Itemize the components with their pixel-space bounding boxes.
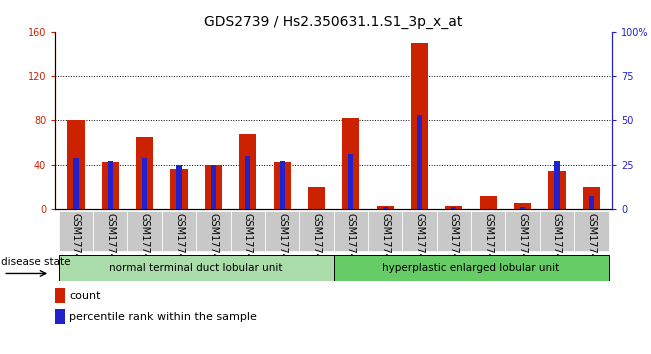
Bar: [67, 120, 85, 209]
FancyBboxPatch shape: [162, 211, 196, 251]
Bar: [176, 165, 182, 209]
FancyBboxPatch shape: [505, 211, 540, 251]
FancyBboxPatch shape: [540, 211, 574, 251]
FancyBboxPatch shape: [265, 211, 299, 251]
Bar: [583, 187, 600, 209]
Text: normal terminal duct lobular unit: normal terminal duct lobular unit: [109, 263, 283, 273]
Text: GSM177455: GSM177455: [105, 213, 115, 272]
Bar: [589, 196, 594, 209]
Bar: [555, 161, 560, 209]
Bar: [514, 203, 531, 209]
Bar: [211, 165, 216, 209]
Text: GSM177461: GSM177461: [311, 213, 322, 272]
Text: hyperplastic enlarged lobular unit: hyperplastic enlarged lobular unit: [382, 263, 560, 273]
Bar: [107, 161, 113, 209]
FancyBboxPatch shape: [333, 255, 609, 281]
Bar: [548, 171, 566, 209]
FancyBboxPatch shape: [368, 211, 402, 251]
Bar: [383, 207, 388, 209]
Text: GSM177450: GSM177450: [483, 213, 493, 272]
Text: GSM177457: GSM177457: [174, 213, 184, 272]
Bar: [279, 161, 284, 209]
Bar: [102, 162, 119, 209]
FancyBboxPatch shape: [402, 211, 437, 251]
Text: GSM177448: GSM177448: [415, 213, 424, 272]
Bar: [74, 158, 79, 209]
Text: GSM177460: GSM177460: [277, 213, 287, 272]
Bar: [480, 195, 497, 209]
Text: disease state: disease state: [1, 257, 70, 267]
Bar: [142, 158, 147, 209]
Text: GSM177459: GSM177459: [243, 213, 253, 272]
Bar: [55, 309, 65, 324]
Bar: [308, 187, 325, 209]
Text: GSM177447: GSM177447: [380, 213, 390, 272]
Bar: [411, 43, 428, 209]
Bar: [348, 154, 353, 209]
Text: GSM177452: GSM177452: [552, 213, 562, 272]
Text: GSM177453: GSM177453: [587, 213, 596, 272]
Bar: [342, 118, 359, 209]
FancyBboxPatch shape: [196, 211, 230, 251]
Bar: [445, 206, 462, 209]
FancyBboxPatch shape: [93, 211, 128, 251]
Text: GSM177451: GSM177451: [518, 213, 527, 272]
FancyBboxPatch shape: [59, 211, 93, 251]
FancyBboxPatch shape: [299, 211, 333, 251]
FancyBboxPatch shape: [59, 255, 333, 281]
Title: GDS2739 / Hs2.350631.1.S1_3p_x_at: GDS2739 / Hs2.350631.1.S1_3p_x_at: [204, 16, 463, 29]
FancyBboxPatch shape: [574, 211, 609, 251]
FancyBboxPatch shape: [128, 211, 162, 251]
FancyBboxPatch shape: [333, 211, 368, 251]
Bar: [451, 207, 456, 209]
Text: GSM177446: GSM177446: [346, 213, 356, 272]
Text: GSM177456: GSM177456: [140, 213, 150, 272]
Text: GSM177454: GSM177454: [71, 213, 81, 272]
Bar: [136, 137, 153, 209]
Bar: [171, 169, 187, 209]
Bar: [55, 288, 65, 303]
Bar: [273, 162, 291, 209]
Text: GSM177449: GSM177449: [449, 213, 459, 272]
Bar: [417, 115, 422, 209]
Bar: [376, 206, 394, 209]
Text: GSM177458: GSM177458: [208, 213, 218, 272]
Bar: [245, 156, 251, 209]
Bar: [239, 134, 256, 209]
Text: count: count: [69, 291, 101, 301]
Text: percentile rank within the sample: percentile rank within the sample: [69, 312, 257, 322]
Bar: [520, 207, 525, 209]
FancyBboxPatch shape: [471, 211, 505, 251]
FancyBboxPatch shape: [437, 211, 471, 251]
FancyBboxPatch shape: [230, 211, 265, 251]
Bar: [205, 165, 222, 209]
